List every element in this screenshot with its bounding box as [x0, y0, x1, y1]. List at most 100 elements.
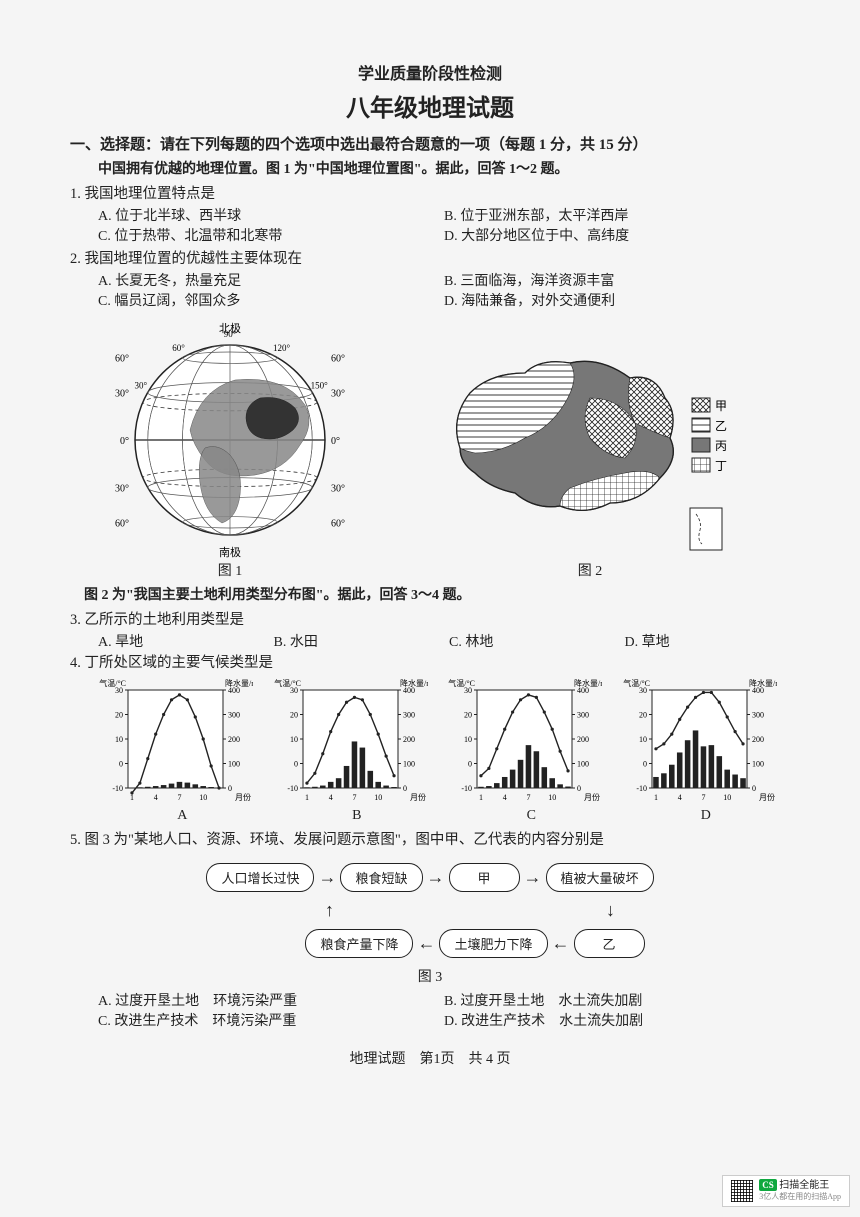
- climate-c: 气温/°C降水量/mm-100102030010020030040014710月…: [447, 676, 616, 824]
- svg-text:150°: 150°: [311, 381, 329, 391]
- svg-text:0°: 0°: [331, 436, 340, 447]
- svg-text:300: 300: [577, 711, 589, 720]
- svg-text:200: 200: [228, 735, 240, 744]
- svg-text:1: 1: [653, 793, 657, 802]
- svg-text:20: 20: [115, 711, 123, 720]
- fig1-caption: 图 1: [110, 560, 350, 580]
- svg-text:月份: 月份: [759, 792, 775, 802]
- svg-text:-10: -10: [636, 784, 647, 793]
- svg-text:30: 30: [639, 686, 647, 695]
- svg-text:100: 100: [577, 760, 589, 769]
- figure-1: 北极南极60°60°30°30°0°0°30°30°60°60°30°60°90…: [110, 318, 350, 580]
- svg-text:丁: 丁: [715, 459, 727, 473]
- svg-text:60°: 60°: [331, 518, 345, 529]
- svg-text:400: 400: [403, 686, 415, 695]
- svg-text:20: 20: [639, 711, 647, 720]
- fig2-caption: 图 2: [430, 560, 750, 580]
- svg-text:10: 10: [199, 793, 207, 802]
- svg-text:-10: -10: [112, 784, 123, 793]
- svg-text:20: 20: [290, 711, 298, 720]
- svg-text:甲: 甲: [715, 399, 727, 413]
- svg-text:0: 0: [643, 760, 647, 769]
- q3-opt-c: C. 林地: [449, 631, 615, 651]
- arrow-left-icon: ←: [552, 933, 570, 954]
- svg-text:30°: 30°: [331, 389, 345, 400]
- svg-text:0: 0: [403, 784, 407, 793]
- svg-text:60°: 60°: [115, 518, 129, 529]
- svg-text:丙: 丙: [715, 439, 727, 453]
- svg-text:4: 4: [328, 793, 332, 802]
- svg-text:10: 10: [548, 793, 556, 802]
- svg-text:400: 400: [752, 686, 764, 695]
- q2-options: A. 长夏无冬，热量充足 B. 三面临海，海洋资源丰富 C. 幅员辽阔，邻国众多…: [98, 270, 790, 310]
- svg-text:300: 300: [752, 711, 764, 720]
- svg-text:30°: 30°: [115, 484, 129, 495]
- svg-text:400: 400: [577, 686, 589, 695]
- svg-text:10: 10: [723, 793, 731, 802]
- svg-text:0: 0: [752, 784, 756, 793]
- svg-text:0: 0: [119, 760, 123, 769]
- svg-text:0: 0: [228, 784, 232, 793]
- climate-d: 气温/°C降水量/mm-100102030010020030040014710月…: [622, 676, 791, 824]
- svg-text:4: 4: [677, 793, 681, 802]
- watermark-title: 扫描全能王: [779, 1180, 829, 1191]
- q5-stem: 5. 图 3 为"某地人口、资源、环境、发展问题示意图"，图中甲、乙代表的内容分…: [70, 828, 790, 849]
- svg-text:0: 0: [468, 760, 472, 769]
- q5-options: A. 过度开垦土地 环境污染严重 B. 过度开垦土地 水土流失加剧 C. 改进生…: [98, 990, 790, 1030]
- qr-code-icon: [731, 1180, 753, 1202]
- svg-text:100: 100: [228, 760, 240, 769]
- svg-text:南极: 南极: [219, 545, 241, 558]
- svg-text:100: 100: [403, 760, 415, 769]
- svg-text:30°: 30°: [115, 389, 129, 400]
- flow-node-6: 土壤肥力下降: [439, 929, 547, 958]
- svg-text:7: 7: [177, 793, 181, 802]
- svg-text:30°: 30°: [331, 484, 345, 495]
- svg-text:10: 10: [464, 735, 472, 744]
- figures-1-2: 北极南极60°60°30°30°0°0°30°30°60°60°30°60°90…: [70, 318, 790, 580]
- climate-b: 气温/°C降水量/mm-100102030010020030040014710月…: [273, 676, 442, 824]
- svg-text:30: 30: [115, 686, 123, 695]
- watermark-badge: CS: [759, 1179, 777, 1191]
- q5-opt-d: D. 改进生产技术 水土流失加剧: [444, 1010, 790, 1030]
- arrow-icon: →: [318, 867, 336, 888]
- q3-opt-d: D. 草地: [625, 631, 791, 651]
- q3-options: A. 旱地 B. 水田 C. 林地 D. 草地: [98, 631, 790, 651]
- svg-text:月份: 月份: [235, 792, 251, 802]
- svg-text:月份: 月份: [584, 792, 600, 802]
- svg-text:0: 0: [577, 784, 581, 793]
- flow-node-5: 粮食产量下降: [305, 929, 413, 958]
- svg-text:400: 400: [228, 686, 240, 695]
- climate-b-label: B: [273, 808, 442, 824]
- china-map-diagram: 甲乙丙丁: [430, 338, 750, 558]
- q1-stem: 1. 我国地理位置特点是: [70, 182, 790, 203]
- svg-text:10: 10: [115, 735, 123, 744]
- q5-opt-c: C. 改进生产技术 环境污染严重: [98, 1010, 444, 1030]
- svg-text:-10: -10: [287, 784, 298, 793]
- flow-node-4: 植被大量破坏: [546, 863, 654, 892]
- climate-d-label: D: [622, 808, 791, 824]
- arrow-down-icon: ↓: [606, 900, 615, 921]
- fig3-caption: 图 3: [418, 966, 443, 986]
- climate-c-label: C: [447, 808, 616, 824]
- svg-text:月份: 月份: [410, 792, 426, 802]
- svg-text:60°: 60°: [331, 354, 345, 365]
- climate-a: 气温/°C降水量/mm-100102030010020030040014710月…: [98, 676, 267, 824]
- q1-opt-b: B. 位于亚洲东部，太平洋西岸: [444, 205, 790, 225]
- flow-node-7: 乙: [574, 929, 645, 958]
- q1-opt-c: C. 位于热带、北温带和北寒带: [98, 225, 444, 245]
- svg-text:-10: -10: [461, 784, 472, 793]
- exam-subtitle: 学业质量阶段性检测: [70, 60, 790, 84]
- svg-text:30: 30: [464, 686, 472, 695]
- figure-2: 甲乙丙丁 图 2: [430, 338, 750, 580]
- context-1: 中国拥有优越的地理位置。图 1 为"中国地理位置图"。据此，回答 1～2 题。: [98, 158, 790, 178]
- svg-text:200: 200: [577, 735, 589, 744]
- svg-text:1: 1: [479, 793, 483, 802]
- climate-a-label: A: [98, 808, 267, 824]
- watermark-sub: 3亿人都在用的扫描App: [759, 1192, 841, 1202]
- svg-text:20: 20: [464, 711, 472, 720]
- q4-stem: 4. 丁所处区域的主要气候类型是: [70, 651, 790, 672]
- q2-opt-a: A. 长夏无冬，热量充足: [98, 270, 444, 290]
- svg-text:60°: 60°: [115, 354, 129, 365]
- q2-opt-c: C. 幅员辽阔，邻国众多: [98, 290, 444, 310]
- section-title: 一、选择题：请在下列每题的四个选项中选出最符合题意的一项（每题 1 分，共 15…: [70, 133, 790, 154]
